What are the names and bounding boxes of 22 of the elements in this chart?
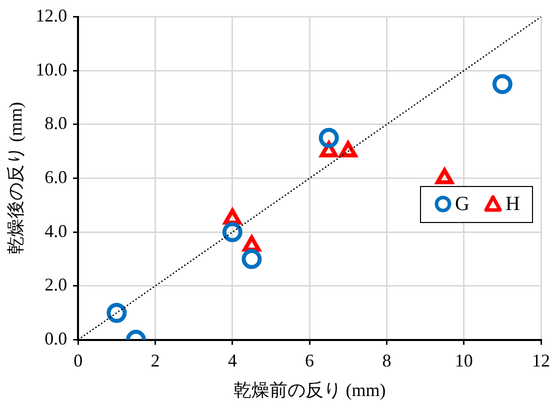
y-axis-title: 乾燥後の反り (mm) <box>6 102 26 255</box>
y-tick-label: 8.0 <box>44 113 68 134</box>
x-tick-label: 4 <box>228 350 237 370</box>
y-tick-label: 4.0 <box>44 220 68 241</box>
point <box>492 74 512 94</box>
y-tick-label: 0.0 <box>44 328 68 349</box>
x-tick-label: 6 <box>305 350 314 370</box>
x-tick-label: 0 <box>74 350 83 370</box>
legend-label: H <box>505 192 520 216</box>
point <box>436 168 454 184</box>
y-tick-label: 10.0 <box>36 59 68 80</box>
y-tick-label: 12.0 <box>36 6 68 26</box>
legend-label: G <box>455 192 470 216</box>
y-tick-label: 6.0 <box>44 167 68 188</box>
point <box>339 141 358 158</box>
x-axis-title: 乾燥前の反り (mm) <box>233 380 386 400</box>
point <box>318 128 339 148</box>
x-tick-label: 10 <box>454 350 473 370</box>
y-tick-label: 2.0 <box>44 274 68 295</box>
x-tick-label: 8 <box>382 350 392 370</box>
x-tick-label: 2 <box>150 350 160 370</box>
x-tick-label: 12 <box>532 350 550 370</box>
